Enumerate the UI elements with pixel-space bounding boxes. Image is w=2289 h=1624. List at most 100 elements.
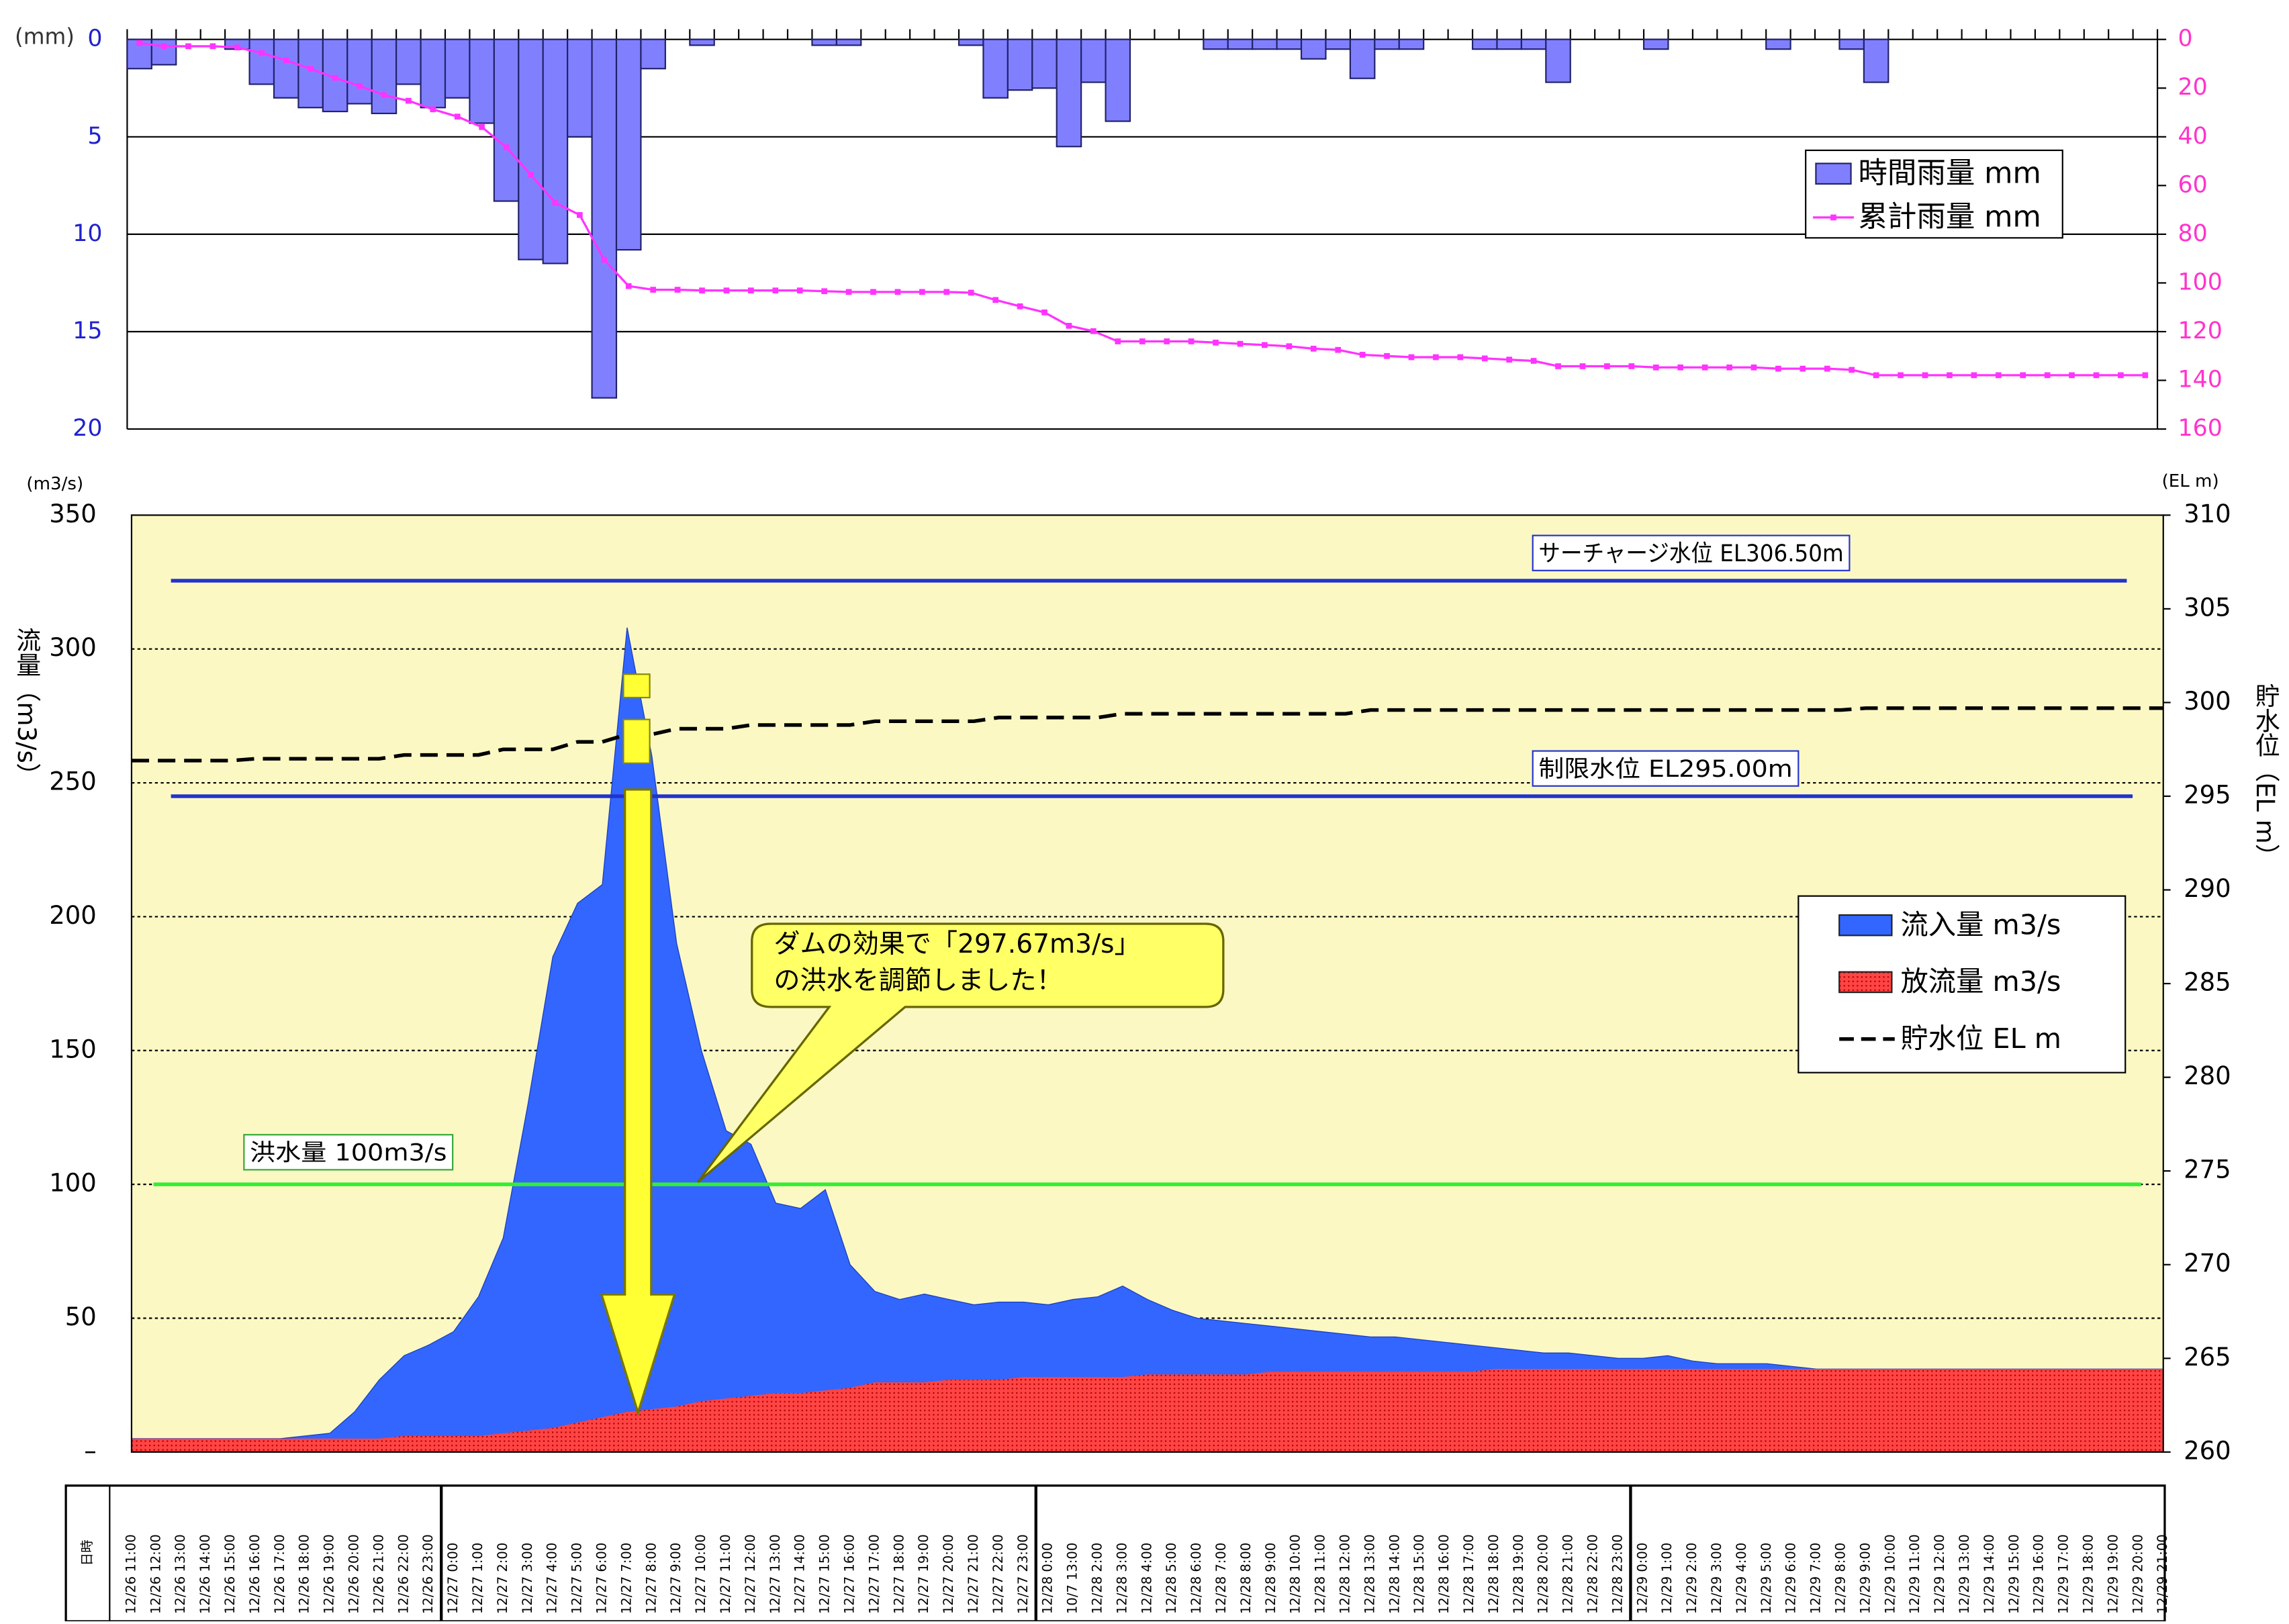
x-tick-label: 12/29 20:00 [2130, 1534, 2145, 1614]
y2-tick-label: 275 [2184, 1155, 2231, 1184]
line-marker [209, 43, 216, 50]
line-marker [870, 289, 876, 295]
line-marker [2142, 372, 2149, 379]
line-marker [992, 297, 999, 303]
y-tick-label: 15 [73, 318, 102, 344]
x-tick-label: 12/27 20:00 [941, 1534, 956, 1614]
bar [1325, 38, 1351, 50]
line-marker [1359, 352, 1366, 358]
legend-swatch [1815, 162, 1852, 185]
bar [1276, 38, 1303, 50]
bar [1227, 38, 1254, 50]
line-marker [577, 211, 583, 218]
line-marker [406, 97, 412, 104]
x-tick-label: 12/28 21:00 [1560, 1534, 1576, 1614]
bar [1863, 38, 1889, 83]
x-tick-label: 12/28 12:00 [1338, 1534, 1353, 1614]
unit-label: (m3/s) [26, 474, 83, 494]
bar [1398, 38, 1425, 50]
y2-tick-label: 0 [2178, 26, 2192, 52]
bar [835, 38, 862, 46]
y2-tick-label: 310 [2184, 499, 2231, 528]
line-marker [748, 287, 754, 294]
x-tick-label: 12/29 2:00 [1684, 1543, 1699, 1614]
line-marker [1262, 342, 1268, 348]
line-marker [821, 288, 828, 295]
y2-tick-label: 290 [2184, 874, 2231, 903]
bar [1007, 38, 1033, 91]
line-marker [1726, 364, 1732, 371]
x-tick-label: 12/26 15:00 [222, 1534, 238, 1614]
x-tick-label: 12/27 14:00 [792, 1534, 808, 1614]
y-tick-label: – [84, 1436, 96, 1465]
line-marker [454, 113, 461, 120]
x-tick-label: 12/27 7:00 [618, 1543, 634, 1614]
bar [1300, 38, 1327, 60]
reference-label-box [243, 1134, 454, 1171]
x-tick-label: 12/26 18:00 [297, 1534, 312, 1614]
line-marker [1164, 338, 1170, 344]
reference-label: 洪水量 100m3/s [250, 1139, 447, 1166]
line-marker [723, 287, 730, 294]
bar [1765, 38, 1791, 50]
x-tick-label: 12/28 18:00 [1486, 1534, 1501, 1614]
legend-label: 累計雨量 mm [1858, 201, 2041, 234]
x-tick-label: 12/27 10:00 [693, 1534, 708, 1614]
bar [1252, 38, 1278, 50]
bar [591, 38, 618, 399]
y2-tick-label: 100 [2178, 269, 2222, 295]
bar [811, 38, 837, 46]
line-marker [1310, 346, 1317, 352]
line-marker [479, 124, 485, 130]
line-marker [1604, 363, 1610, 369]
bar [297, 38, 324, 109]
bar [395, 38, 422, 85]
x-tick-label: 12/29 8:00 [1833, 1543, 1849, 1614]
x-tick-label: 12/28 16:00 [1436, 1534, 1452, 1614]
x-tick-label: 12/26 19:00 [322, 1534, 337, 1614]
line-marker [1041, 309, 1047, 316]
line-marker [943, 289, 950, 295]
marker-square [622, 673, 651, 699]
callout [697, 922, 1225, 1183]
bar [248, 38, 275, 85]
line-marker [968, 289, 974, 296]
x-tick-label: 12/27 11:00 [718, 1534, 733, 1614]
y-tick-label: 20 [73, 415, 102, 442]
bar [1349, 38, 1376, 79]
x-tick-label: 12/27 3:00 [520, 1543, 535, 1614]
y2-tick-label: 140 [2178, 367, 2222, 393]
bar [1642, 38, 1669, 50]
x-tick-label: 12/28 15:00 [1411, 1534, 1427, 1614]
y2-tick-label: 160 [2178, 415, 2222, 442]
x-tick-label: 12/27 19:00 [916, 1534, 931, 1614]
x-tick-label: 12/27 12:00 [743, 1534, 758, 1614]
reference-label: サーチャージ水位 EL306.50m [1538, 540, 1843, 567]
bar [371, 38, 398, 115]
bar [518, 38, 544, 260]
bar [957, 38, 984, 46]
line-marker [1750, 364, 1757, 371]
x-tick-label: 12/29 6:00 [1783, 1543, 1799, 1614]
line-marker [552, 199, 559, 206]
bar [444, 38, 471, 99]
x-tick-label: 12/27 5:00 [569, 1543, 585, 1614]
line-marker [1066, 322, 1072, 329]
line-marker [2020, 372, 2026, 379]
legend-label: 放流量 m3/s [1900, 965, 2061, 998]
y-tick-label: 50 [65, 1302, 97, 1331]
line-marker [1506, 356, 1513, 363]
bar [1374, 38, 1400, 50]
level-line [131, 706, 2163, 763]
line-marker [1628, 363, 1635, 369]
y2-tick-label: 120 [2178, 318, 2222, 344]
bar [1471, 38, 1498, 50]
x-tick-label: 12/27 4:00 [545, 1543, 560, 1614]
x-tick-label: 12/29 0:00 [1634, 1543, 1650, 1614]
bar [1203, 38, 1229, 50]
line-marker [1922, 372, 1928, 379]
bar [1080, 38, 1107, 83]
x-tick-label: 12/26 14:00 [197, 1534, 213, 1614]
effect-arrow [600, 788, 676, 1417]
line-marker [234, 44, 240, 51]
